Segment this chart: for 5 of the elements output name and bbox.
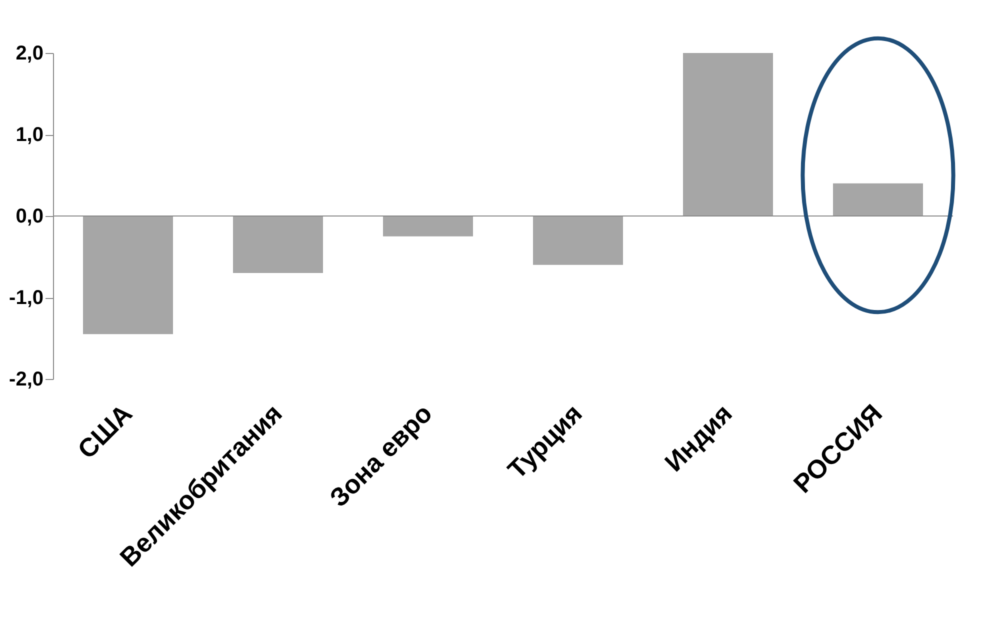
y-tick-label: 2,0 (16, 42, 44, 64)
y-tick-label: 0,0 (16, 206, 44, 228)
y-tick-label: -2,0 (9, 368, 44, 390)
y-tick-label: 1,0 (16, 124, 44, 146)
y-tick-label: -1,0 (9, 287, 44, 309)
